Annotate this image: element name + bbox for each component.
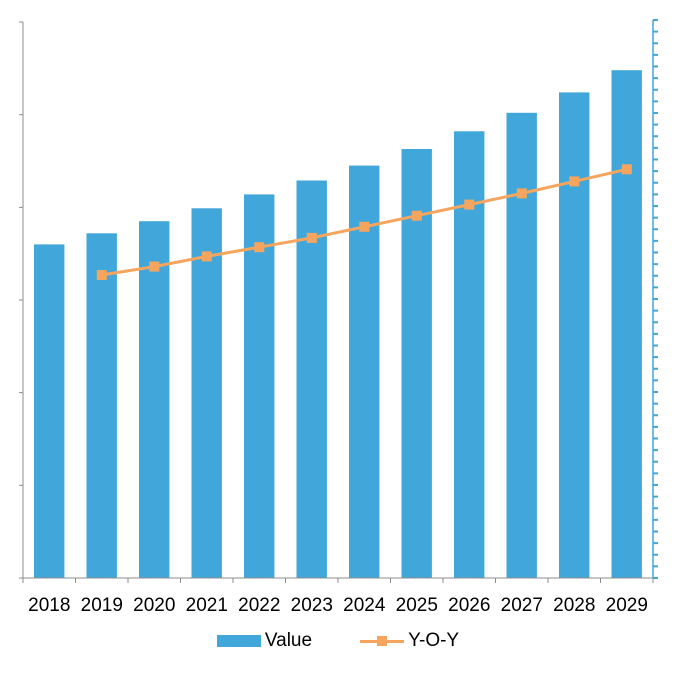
x-tick-label-2027: 2027	[501, 595, 543, 616]
legend-item-value: Value	[216, 630, 313, 652]
yoy-marker-2028	[569, 176, 580, 187]
x-tick-label-2018: 2018	[28, 595, 70, 616]
legend: Value Y-O-Y	[0, 630, 676, 652]
yoy-marker-2025	[411, 210, 422, 221]
bar-2023	[296, 180, 327, 578]
bar-2029	[611, 70, 642, 578]
bar-2018	[34, 244, 65, 578]
bar-2022	[244, 194, 275, 578]
legend-label-yoy: Y-O-Y	[408, 630, 460, 651]
x-tick-label-2026: 2026	[448, 595, 490, 616]
bar-2024	[349, 165, 380, 578]
x-tick-label-2029: 2029	[606, 595, 648, 616]
yoy-marker-2029	[621, 164, 632, 175]
yoy-marker-2019	[96, 270, 107, 280]
bar-2026	[454, 131, 485, 579]
legend-swatch-value	[216, 635, 261, 647]
x-tick-label-2020: 2020	[133, 595, 175, 616]
bars-layer	[34, 70, 642, 579]
legend-label-value: Value	[264, 630, 313, 651]
legend-swatch-yoy	[360, 635, 405, 647]
axes-layer	[19, 19, 658, 583]
x-tick-label-2028: 2028	[553, 595, 595, 616]
bar-2019	[86, 233, 117, 579]
bar-2020	[139, 221, 170, 578]
x-tick-label-2024: 2024	[343, 595, 386, 616]
yoy-marker-2021	[201, 251, 212, 262]
bar-2028	[559, 92, 590, 579]
yoy-marker-2022	[254, 242, 265, 253]
yoy-line-layer	[96, 164, 632, 280]
yoy-marker-2020	[149, 261, 160, 272]
x-tick-label-2022: 2022	[238, 595, 280, 616]
bar-2021	[191, 208, 222, 579]
legend-item-yoy: Y-O-Y	[360, 630, 459, 652]
x-tick-label-2025: 2025	[396, 595, 438, 616]
x-tick-label-2023: 2023	[291, 595, 333, 616]
yoy-marker-2024	[359, 221, 370, 232]
yoy-marker-2023	[306, 232, 317, 243]
bar-2027	[506, 112, 537, 579]
x-tick-label-2021: 2021	[186, 595, 228, 616]
x-tick-label-2019: 2019	[81, 595, 123, 616]
yoy-marker-2026	[464, 199, 475, 210]
x-tick-labels: 2018 2019 2020 2021 2022 2023 2024 2025 2026 2027…	[28, 595, 648, 616]
yoy-marker-2027	[516, 188, 527, 199]
